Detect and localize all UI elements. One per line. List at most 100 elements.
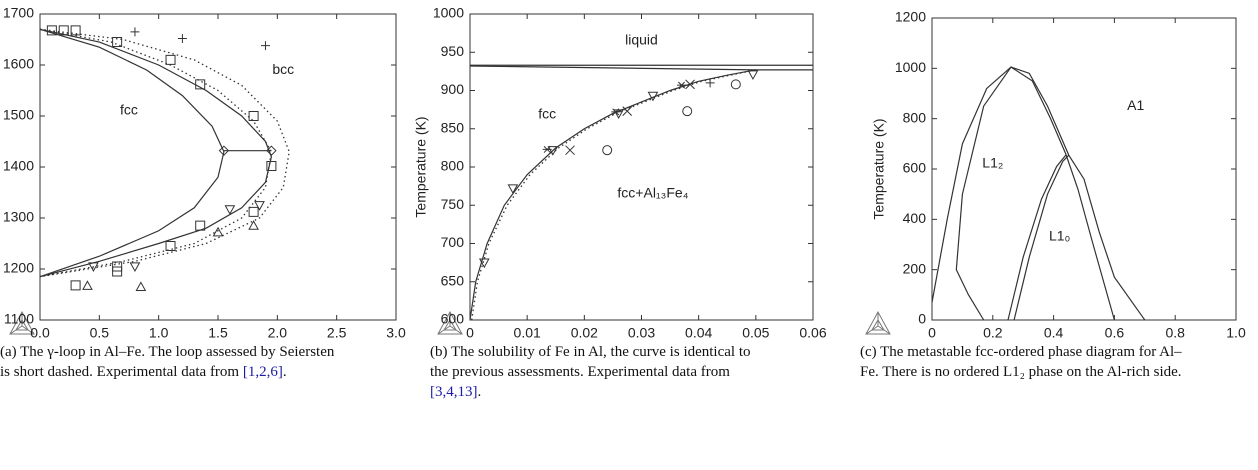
region-label: fcc+Al₁₃Fe₄ — [617, 184, 688, 200]
y-tick-label: 0 — [918, 311, 926, 327]
x-tick-label: 1.0 — [149, 325, 169, 340]
plot-frame — [39, 13, 397, 321]
y-axis-label: Temperature (K) — [871, 118, 887, 219]
marker — [547, 146, 559, 156]
caption: (a) The γ-loop in Al–Fe. The loop assess… — [0, 342, 340, 382]
y-tick-label: 1000 — [895, 59, 926, 75]
marker — [266, 145, 277, 156]
x-tick-label: 0.4 — [1044, 325, 1064, 340]
x-tick-label: 0 — [928, 325, 936, 340]
logo — [9, 310, 35, 335]
curve — [39, 28, 273, 278]
logo — [865, 310, 891, 335]
plot-frame — [931, 17, 1237, 321]
y-tick-label: 1200 — [895, 9, 926, 25]
region-label: fcc — [538, 106, 556, 122]
caption: (c) The metastable fcc-ordered phase dia… — [860, 342, 1200, 382]
x-tick-label: 0.0 — [30, 325, 50, 340]
marker — [177, 33, 187, 43]
reference[interactable]: [1,2,6] — [242, 364, 283, 380]
y-tick-label: 800 — [441, 158, 465, 174]
marker — [88, 262, 99, 272]
marker — [129, 262, 141, 272]
marker — [565, 145, 575, 156]
x-tick-label: 0.06 — [799, 325, 826, 340]
x-tick-label: 0.03 — [628, 325, 655, 340]
marker — [58, 25, 69, 36]
caption-text: . — [282, 364, 287, 380]
caption: (b) The solubility of Fe in Al, the curv… — [430, 342, 770, 402]
y-tick-label: 700 — [441, 234, 465, 250]
x-tick-label: 0.05 — [742, 325, 769, 340]
y-tick-label: 1000 — [433, 5, 464, 21]
y-axis-label: Temperature (K) — [413, 116, 429, 217]
marker — [70, 280, 81, 291]
y-tick-label: 1700 — [3, 5, 34, 21]
marker — [135, 281, 147, 291]
marker — [195, 220, 206, 231]
marker — [478, 258, 490, 269]
y-tick-label: 600 — [903, 160, 927, 176]
marker — [602, 145, 613, 156]
marker — [266, 160, 277, 171]
x-tick-label: 2.5 — [327, 325, 347, 340]
curve — [1007, 154, 1067, 321]
marker — [611, 108, 621, 116]
x-tick-label: 0.04 — [685, 325, 712, 340]
region-label: liquid — [625, 31, 658, 47]
caption-text: . — [477, 384, 482, 400]
region-label: A1 — [1127, 97, 1144, 113]
y-tick-label: 950 — [441, 43, 465, 59]
marker — [165, 241, 176, 252]
marker — [70, 25, 81, 36]
x-tick-label: 0.8 — [1165, 325, 1185, 340]
marker — [218, 145, 230, 156]
marker — [212, 226, 224, 237]
marker — [682, 106, 693, 117]
marker — [112, 266, 123, 277]
curve — [955, 66, 1115, 321]
x-tick-label: 0.02 — [571, 325, 598, 340]
y-tick-label: 1600 — [3, 56, 34, 72]
y-tick-label: 200 — [903, 260, 927, 276]
y-tick-label: 1100 — [4, 311, 34, 327]
reference[interactable]: [3,4,13] — [430, 384, 478, 400]
marker — [112, 261, 123, 272]
curve — [469, 65, 813, 71]
marker — [705, 78, 715, 88]
curve — [471, 69, 756, 321]
marker — [507, 184, 519, 194]
y-tick-label: 800 — [903, 109, 927, 125]
x-tick-label: 3.0 — [386, 325, 406, 340]
y-tick-label: 1400 — [3, 158, 34, 174]
x-tick-label: 1.5 — [208, 325, 228, 340]
x-tick-label: 2.0 — [268, 325, 288, 340]
marker — [130, 27, 140, 37]
region-label: bcc — [272, 61, 294, 77]
marker — [112, 37, 123, 48]
marker — [260, 41, 270, 51]
marker — [248, 220, 259, 230]
curve — [931, 66, 1146, 321]
x-tick-label: 0.5 — [90, 325, 110, 340]
curve — [1013, 154, 1070, 321]
plot-frame — [469, 13, 814, 321]
region-label: L1₂ — [982, 155, 1003, 171]
marker — [248, 206, 259, 217]
marker — [613, 109, 624, 119]
logo — [437, 310, 463, 335]
x-tick-label: 0.01 — [514, 325, 541, 340]
marker — [248, 111, 259, 121]
region-label: L1₀ — [1049, 228, 1071, 244]
curve — [469, 69, 756, 321]
x-tick-label: 1.0 — [1226, 325, 1246, 340]
x-tick-label: 0.6 — [1105, 325, 1125, 340]
curve — [39, 28, 273, 278]
curve — [39, 28, 225, 278]
y-tick-label: 1300 — [3, 209, 34, 225]
marker — [677, 81, 687, 89]
marker — [224, 205, 236, 215]
x-tick-label: 0 — [466, 325, 474, 340]
y-tick-label: 750 — [441, 196, 465, 212]
